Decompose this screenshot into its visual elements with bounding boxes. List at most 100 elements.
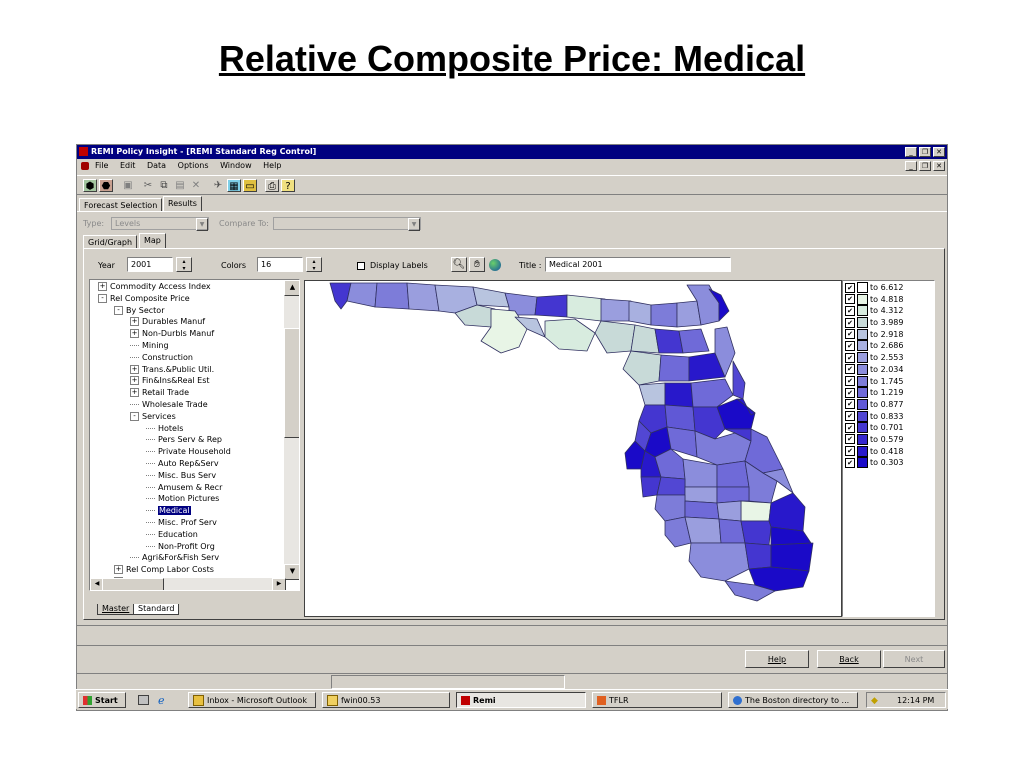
tree-item[interactable]: Hotels [94, 423, 231, 435]
scroll-down-button[interactable]: ▼ [284, 564, 299, 580]
legend-checkbox[interactable]: ✔ [845, 352, 855, 363]
legend-checkbox[interactable]: ✔ [845, 282, 855, 293]
expand-icon[interactable]: + [130, 317, 139, 327]
tab-grid-graph[interactable]: Grid/Graph [83, 235, 138, 249]
desktop-icon[interactable] [138, 695, 149, 705]
compare-select[interactable]: ▼ [273, 217, 421, 231]
tree-item[interactable]: Misc. Bus Serv [94, 470, 231, 482]
legend-checkbox[interactable]: ✔ [845, 317, 855, 328]
tab-map[interactable]: Map [139, 233, 166, 249]
menu-window[interactable]: Window [220, 161, 252, 170]
save-icon[interactable]: ▣ [123, 180, 133, 191]
map-canvas[interactable] [304, 280, 842, 617]
tree-item[interactable]: Motion Pictures [94, 493, 231, 505]
menu-data[interactable]: Data [146, 161, 167, 170]
print-icon[interactable]: ⎙ [265, 179, 279, 192]
legend-checkbox[interactable]: ✔ [845, 376, 855, 386]
zoom-icon[interactable]: 🔍︎ [451, 257, 467, 272]
tree-item[interactable]: Amusem & Recr [94, 482, 231, 494]
colors-spinner[interactable]: ▴ ▾ [306, 257, 322, 272]
tree-item[interactable]: Non-Profit Org [94, 541, 231, 553]
scroll-up-button[interactable]: ▲ [284, 280, 299, 296]
tree-item[interactable]: Misc. Prof Serv [94, 517, 231, 529]
legend-checkbox[interactable]: ✔ [845, 457, 855, 468]
tab-results[interactable]: Results [163, 196, 202, 212]
restore-button[interactable]: ❐ [919, 147, 931, 157]
legend-checkbox[interactable]: ✔ [845, 329, 855, 340]
back-button[interactable]: Back [817, 650, 881, 668]
tree-item[interactable]: - Services [94, 411, 231, 423]
scroll-right-button[interactable]: ▶ [272, 578, 286, 590]
tree-item[interactable]: Education [94, 529, 231, 541]
menu-help[interactable]: Help [263, 161, 282, 170]
ie-icon[interactable]: ℯ [158, 694, 165, 707]
year-input[interactable]: 2001 [127, 257, 173, 272]
tree-tab-master[interactable]: Master [97, 604, 135, 615]
task-outlook[interactable]: Inbox - Microsoft Outlook [188, 692, 316, 708]
expand-icon[interactable]: + [114, 565, 123, 575]
copy-icon[interactable]: ⧉ [160, 180, 168, 191]
expand-icon[interactable]: + [130, 376, 139, 386]
legend-checkbox[interactable]: ✔ [845, 364, 855, 375]
globe-icon[interactable] [489, 259, 501, 271]
collapse-icon[interactable]: - [98, 293, 107, 303]
start-button[interactable]: Start [78, 692, 126, 708]
remote-icon[interactable]: ⬣ [99, 179, 113, 192]
legend-checkbox[interactable]: ✔ [845, 305, 855, 316]
menu-file[interactable]: File [95, 161, 109, 170]
legend-checkbox[interactable]: ✔ [845, 411, 855, 422]
tree-item[interactable]: + Commodity Access Index [94, 281, 231, 293]
display-labels-checkbox[interactable] [357, 262, 365, 270]
pan-hand-icon[interactable]: ✋︎ [469, 257, 485, 272]
menu-options[interactable]: Options [177, 161, 209, 170]
tray-icon[interactable]: ◆ [871, 696, 878, 706]
delete-icon[interactable]: ✕ [191, 180, 201, 191]
menu-edit[interactable]: Edit [119, 161, 136, 170]
paste-icon[interactable]: ▤ [175, 180, 185, 191]
chevron-down-icon[interactable]: ▼ [196, 218, 208, 231]
task-tflr[interactable]: TFLR [592, 692, 722, 708]
hscroll-thumb[interactable] [102, 578, 164, 590]
help-button[interactable]: Help [745, 650, 809, 668]
tree-item[interactable]: + Retail Trade [94, 387, 231, 399]
tree-item[interactable]: Private Household [94, 446, 231, 458]
task-boston[interactable]: The Boston directory to ... [728, 692, 858, 708]
tree-item[interactable]: - By Sector [94, 305, 231, 317]
tree-tab-standard[interactable]: Standard [133, 604, 180, 615]
tree-item[interactable]: + Durables Manuf [94, 316, 231, 328]
tree-item[interactable]: + Rel Comp Labor Costs [94, 564, 231, 576]
legend-checkbox[interactable]: ✔ [845, 340, 855, 351]
next-button[interactable]: Next [883, 650, 945, 668]
task-remi[interactable]: Remi [456, 692, 586, 708]
task-fwin[interactable]: fwin00.53 [322, 692, 450, 708]
map-title-input[interactable]: Medical 2001 [545, 257, 731, 272]
help-icon[interactable]: ? [281, 179, 295, 192]
colors-input[interactable]: 16 [257, 257, 303, 272]
tree-item[interactable]: + Fin&Ins&Real Est [94, 375, 231, 387]
close-button[interactable]: ✕ [933, 147, 945, 157]
doc-close-button[interactable]: ✕ [933, 161, 945, 171]
tree-item[interactable]: Construction [94, 352, 231, 364]
expand-icon[interactable]: + [130, 364, 139, 374]
tree-vscrollbar[interactable]: ▲ ▼ [284, 280, 299, 580]
tree-item[interactable]: Auto Rep&Serv [94, 458, 231, 470]
open-icon[interactable]: ⬢ [83, 179, 97, 192]
legend-checkbox[interactable]: ✔ [845, 434, 855, 445]
expand-icon[interactable]: + [130, 388, 139, 398]
legend-checkbox[interactable]: ✔ [845, 294, 855, 305]
expand-icon[interactable]: + [130, 329, 139, 339]
tree-item[interactable]: + Non-Durbls Manuf [94, 328, 231, 340]
florida-map[interactable] [305, 281, 841, 616]
legend-checkbox[interactable]: ✔ [845, 387, 855, 398]
tree-item[interactable]: Wholesale Trade [94, 399, 231, 411]
tree-item[interactable]: - Rel Composite Price [94, 293, 231, 305]
tree-item[interactable]: Agri&For&Fish Serv [94, 552, 231, 564]
expand-icon[interactable]: + [98, 282, 107, 291]
tree-item[interactable]: Mining [94, 340, 231, 352]
minimize-button[interactable]: _ [905, 147, 917, 157]
tab-forecast-selection[interactable]: Forecast Selection [79, 198, 163, 212]
year-spinner[interactable]: ▴ ▾ [176, 257, 192, 272]
doc-minimize-button[interactable]: _ [905, 161, 917, 171]
tree-item[interactable]: Pers Serv & Rep [94, 434, 231, 446]
legend-checkbox[interactable]: ✔ [845, 399, 855, 410]
